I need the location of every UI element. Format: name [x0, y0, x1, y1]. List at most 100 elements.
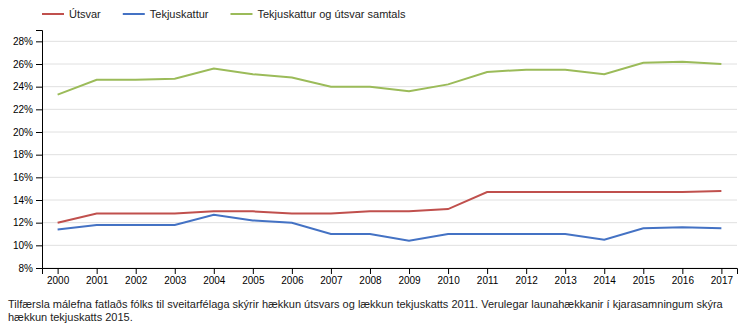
tick-mark: [409, 268, 410, 274]
x-tick: 2012: [516, 268, 539, 286]
tick-mark: [604, 268, 605, 274]
x-tick: 2002: [125, 268, 148, 286]
x-tick: 2000: [47, 268, 70, 286]
tick-mark: [36, 268, 42, 269]
tick-label: 2000: [47, 275, 70, 286]
legend-item: Tekjuskattur og útsvar samtals: [230, 8, 405, 20]
tick-label: 8%: [19, 263, 34, 274]
tick-label: 22%: [13, 104, 33, 115]
tick-label: 2005: [242, 275, 265, 286]
tick-mark: [36, 200, 42, 201]
tick-mark: [136, 268, 137, 274]
x-tick: 2003: [164, 268, 187, 286]
legend-swatch: [230, 13, 252, 15]
x-tick: 2007: [320, 268, 343, 286]
tick-mark: [36, 41, 42, 42]
tick-label: 2006: [281, 275, 304, 286]
x-tick: 2005: [242, 268, 265, 286]
x-tick: 2004: [203, 268, 226, 286]
tick-label: 2014: [594, 275, 617, 286]
tick-label: 18%: [13, 149, 33, 160]
y-tick: 16%: [13, 172, 42, 183]
grid-line: [42, 132, 737, 133]
tick-label: 2011: [477, 275, 499, 286]
tick-label: 2012: [516, 275, 539, 286]
tick-label: 2015: [633, 275, 656, 286]
grid-line: [42, 154, 737, 155]
tick-label: 12%: [13, 217, 33, 228]
y-tick: 12%: [13, 217, 42, 228]
tick-mark: [565, 268, 566, 274]
axis-line: [43, 269, 738, 275]
y-tick: 20%: [13, 127, 42, 138]
series-line: [58, 191, 722, 223]
legend: Útsvar Tekjuskattur Tekjuskattur og útsvar…: [42, 8, 406, 20]
tick-label: 2010: [437, 275, 460, 286]
x-axis: 2000 2001 2002 2003 2004 2005 2006 2007 2008 2009…: [43, 268, 738, 286]
legend-swatch: [123, 13, 145, 15]
grid-line: [42, 41, 737, 42]
legend-item: Tekjuskattur: [123, 8, 209, 20]
tick-label: 2017: [711, 275, 734, 286]
x-tick: 2011: [477, 268, 499, 286]
tick-mark: [36, 223, 42, 224]
tick-mark: [331, 268, 332, 274]
tick-label: 14%: [13, 195, 33, 206]
tick-mark: [36, 245, 42, 246]
y-axis: 8% 10% 12% 14% 16% 18% 20% 22% 24% 26% 28%: [13, 31, 43, 274]
tick-mark: [721, 268, 722, 274]
tick-mark: [214, 268, 215, 274]
tick-mark: [643, 268, 644, 274]
y-tick: 22%: [13, 104, 42, 115]
tick-mark: [36, 132, 42, 133]
axis-line: [36, 31, 43, 269]
legend-item: Útsvar: [42, 8, 101, 20]
grid-line: [42, 109, 737, 110]
x-tick: 2017: [711, 268, 734, 286]
tick-label: 20%: [13, 127, 33, 138]
tick-mark: [97, 268, 98, 274]
y-tick: 26%: [13, 59, 42, 70]
grid-line: [42, 86, 737, 87]
y-tick: 14%: [13, 195, 42, 206]
series-line: [58, 215, 722, 241]
tick-mark: [526, 268, 527, 274]
tick-mark: [370, 268, 371, 274]
series-line: [58, 62, 722, 95]
tick-label: 2016: [672, 275, 695, 286]
tick-mark: [36, 177, 42, 178]
grid-line: [42, 177, 737, 178]
y-tick: 10%: [13, 240, 42, 251]
tick-mark: [36, 155, 42, 156]
tick-label: 2001: [86, 275, 109, 286]
tick-mark: [487, 268, 488, 274]
tick-label: 2008: [359, 275, 382, 286]
legend-label: Tekjuskattur: [150, 8, 209, 20]
footnote: Tilfærsla málefna fatlaðs fólks til svei…: [8, 298, 724, 310]
tick-mark: [448, 268, 449, 274]
tick-mark: [292, 268, 293, 274]
footnote: hækkun tekjuskatts 2015.: [8, 311, 133, 323]
tick-label: 24%: [13, 81, 33, 92]
tick-label: 2007: [320, 275, 343, 286]
x-tick: 2006: [281, 268, 304, 286]
tick-label: 2009: [398, 275, 421, 286]
chart: 2000 2001 2002 2003 2004 2005 2006 2007 2008 2009…: [0, 0, 753, 328]
tick-label: 16%: [13, 172, 33, 183]
legend-label: Útsvar: [69, 8, 101, 20]
x-tick: 2008: [359, 268, 382, 286]
grid-line: [42, 64, 737, 65]
tick-label: 26%: [13, 59, 33, 70]
tick-label: 2003: [164, 275, 187, 286]
y-tick: 28%: [13, 36, 42, 47]
tick-mark: [36, 87, 42, 88]
x-tick: 2016: [672, 268, 695, 286]
tick-mark: [175, 268, 176, 274]
tick-label: 2004: [203, 275, 226, 286]
tick-mark: [36, 64, 42, 65]
tick-mark: [682, 268, 683, 274]
tick-mark: [36, 109, 42, 110]
x-tick: 2015: [633, 268, 656, 286]
x-tick: 2014: [594, 268, 617, 286]
y-tick: 24%: [13, 81, 42, 92]
